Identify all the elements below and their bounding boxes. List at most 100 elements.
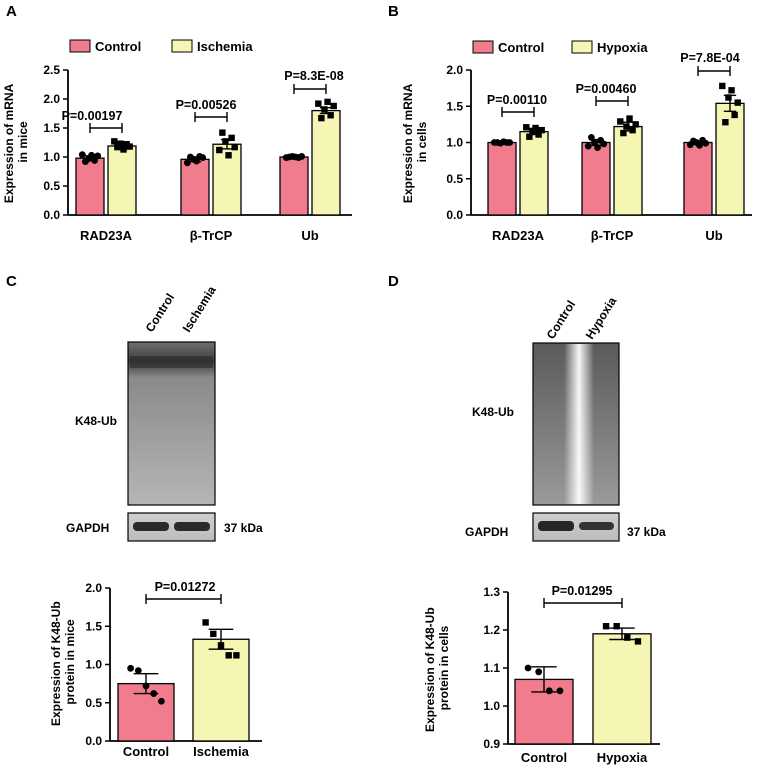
y-tick-label-d-2: 1.1	[483, 661, 500, 675]
chart-c: Expression of K48-Ub protein in mice 0.0…	[49, 580, 262, 759]
bar-a-TrCP-ischemia-point-5	[231, 143, 238, 151]
y-axis-title-c: Expression of K48-Ub protein in mice	[49, 598, 77, 726]
bar-a-TrCP-ischemia-point-2	[222, 138, 229, 145]
bar-b-TrCP-hypoxia-point-2	[623, 123, 630, 130]
blot-d-size-label: 37 kDa	[627, 525, 666, 539]
bar-a-TrCP-control-point-0	[183, 159, 191, 167]
legend-b-hypoxia-swatch	[571, 40, 593, 54]
legend-a-control-label: Control	[95, 39, 141, 54]
bar-b-RAD23A-hypoxia-point-1	[526, 133, 533, 140]
blot-d-lane-control: Control	[544, 298, 578, 342]
legend-b: Control Hypoxia	[472, 40, 648, 55]
bar-c-control-point-4	[158, 697, 165, 705]
bar-b-TrCP-control-point-0	[584, 142, 592, 150]
legend-a-control-swatch	[69, 39, 91, 53]
bar-b-Ub-hypoxia-point-4	[731, 111, 738, 119]
p-value-b-2: P=0.00460	[576, 82, 637, 96]
bar-a-Ub-ischemia-point-0	[315, 100, 322, 107]
bar-b-Ub-control-point-3	[696, 142, 703, 149]
p-value-b-1: P=0.00110	[487, 93, 547, 107]
panel-letter-b: B	[388, 3, 399, 20]
y-axis-title-b: Expression of mRNA in cells	[401, 81, 429, 203]
legend-b-hypoxia-label: Hypoxia	[597, 40, 648, 55]
y-tick-label-c-0: 0.0	[85, 734, 102, 748]
bar-b-Ub-hypoxia-point-0	[719, 82, 726, 90]
bar-a-Ub-control-point-5	[298, 153, 306, 160]
x-label-b-btrcp: β-TrCP	[591, 228, 634, 243]
bar-a-Ub-ischemia-point-1	[318, 114, 325, 122]
y-tick-label-a-5: 2.5	[43, 63, 60, 77]
bar-b-RAD23A-control-bar	[487, 141, 517, 216]
plot-area-c: 0.0 0.5 1.0 1.5 2.0	[85, 581, 262, 748]
p-value-a-1: P=0.00197	[62, 109, 123, 123]
bar-b-Ub-hypoxia-point-1	[722, 119, 729, 126]
bar-a-RAD23A-ischemia-point-5	[126, 143, 133, 150]
bar-d-control-point-1	[535, 668, 543, 676]
blot-d-gapdh-band-control	[538, 521, 574, 531]
bar-a-RAD23A-control-point-5	[94, 152, 102, 160]
bar-b-Ub-hypoxia-point-5	[734, 99, 741, 106]
panel-letter-d: D	[388, 273, 399, 290]
bar-d-hypoxia-point-2	[624, 634, 631, 641]
legend-a: Control Ischemia	[69, 39, 253, 54]
y-tick-label-d-4: 1.3	[483, 585, 500, 599]
legend-a-ischemia-label: Ischemia	[197, 39, 253, 54]
y-tick-label-d-0: 0.9	[483, 737, 500, 751]
bar-c-ischemia-point-0	[202, 619, 209, 626]
bar-a-TrCP-control-point-5	[199, 154, 207, 161]
bar-b-TrCP-hypoxia-point-4	[629, 126, 636, 134]
x-label-b-rad23a: RAD23A	[492, 228, 545, 243]
bar-a-RAD23A-ischemia-point-0	[111, 138, 118, 145]
bar-a-RAD23A-control-point-0	[78, 151, 86, 159]
bar-a-RAD23A-ischemia-point-1	[114, 143, 121, 151]
blot-c-lane-ischemia: Ischemia	[180, 283, 219, 334]
bar-b-TrCP-hypoxia-point-1	[620, 129, 627, 137]
panel-letter-a: A	[6, 3, 17, 20]
p-value-d: P=0.01295	[552, 584, 613, 598]
bar-b-RAD23A-hypoxia-point-5	[538, 126, 545, 134]
chart-b: Control Hypoxia Expression of mRNA in ce…	[401, 40, 752, 243]
p-value-c: P=0.01272	[155, 580, 216, 594]
bar-b-TrCP-control-point-5	[600, 140, 608, 148]
blot-c-gapdh-band-ischemia	[174, 522, 210, 531]
plot-area-d: 0.9 1.0 1.1 1.2 1.3	[483, 585, 660, 751]
legend-b-control-swatch	[472, 40, 494, 54]
bar-b-TrCP-control-bar	[581, 141, 611, 216]
y-tick-label-c-2: 1.0	[85, 658, 102, 672]
blot-d-k48-streak	[564, 344, 594, 504]
blot-c-size-label: 37 kDa	[224, 521, 263, 535]
western-blot-c: Control Ischemia K48-Ub GAPDH 37 kDa	[66, 283, 263, 542]
bar-d-hypoxia-bar	[592, 633, 652, 745]
bar-c-ischemia-point-1	[210, 630, 217, 638]
blot-d-loading-label: GAPDH	[465, 525, 508, 539]
x-label-b-ub: Ub	[705, 228, 722, 243]
y-tick-label-a-1: 0.5	[43, 179, 60, 193]
bar-b-TrCP-control-point-3	[594, 144, 601, 151]
western-blot-d: Control Hypoxia K48-Ub GAPDH 37 kDa	[465, 294, 666, 542]
bar-c-ischemia-bar	[192, 638, 250, 742]
bar-d-control-point-3	[556, 687, 564, 695]
bar-c-ischemia-point-2	[217, 642, 225, 649]
blot-c-loading-label: GAPDH	[66, 521, 109, 535]
bar-b-TrCP-hypoxia-point-3	[626, 115, 633, 122]
y-tick-label-c-3: 1.5	[85, 619, 102, 633]
y-tick-label-a-4: 2.0	[43, 92, 60, 106]
y-tick-label-d-3: 1.2	[483, 623, 500, 637]
x-label-a-rad23a: RAD23A	[80, 228, 133, 243]
y-tick-label-a-0: 0.0	[43, 208, 60, 222]
bar-b-Ub-hypoxia-point-3	[728, 87, 735, 94]
y-tick-label-a-2: 1.0	[43, 150, 60, 164]
blot-c-k48-image	[127, 341, 216, 506]
y-tick-label-c-1: 0.5	[85, 696, 102, 710]
y-tick-label-d-1: 1.0	[483, 699, 500, 713]
bar-b-TrCP-control-point-2	[591, 139, 598, 146]
bar-b-TrCP-control-point-1	[587, 134, 595, 141]
bar-c-control-point-0	[127, 664, 134, 672]
plot-area-a: 0.0 0.5 1.0 1.5 2.0 2.5	[43, 63, 352, 222]
bar-a-Ub-ischemia-bar	[311, 109, 341, 216]
blot-d-main-label: K48-Ub	[472, 405, 514, 419]
p-value-a-2: P=0.00526	[176, 98, 237, 112]
bar-b-Ub-control-point-5	[702, 139, 710, 147]
blot-c-main-label: K48-Ub	[75, 414, 117, 428]
